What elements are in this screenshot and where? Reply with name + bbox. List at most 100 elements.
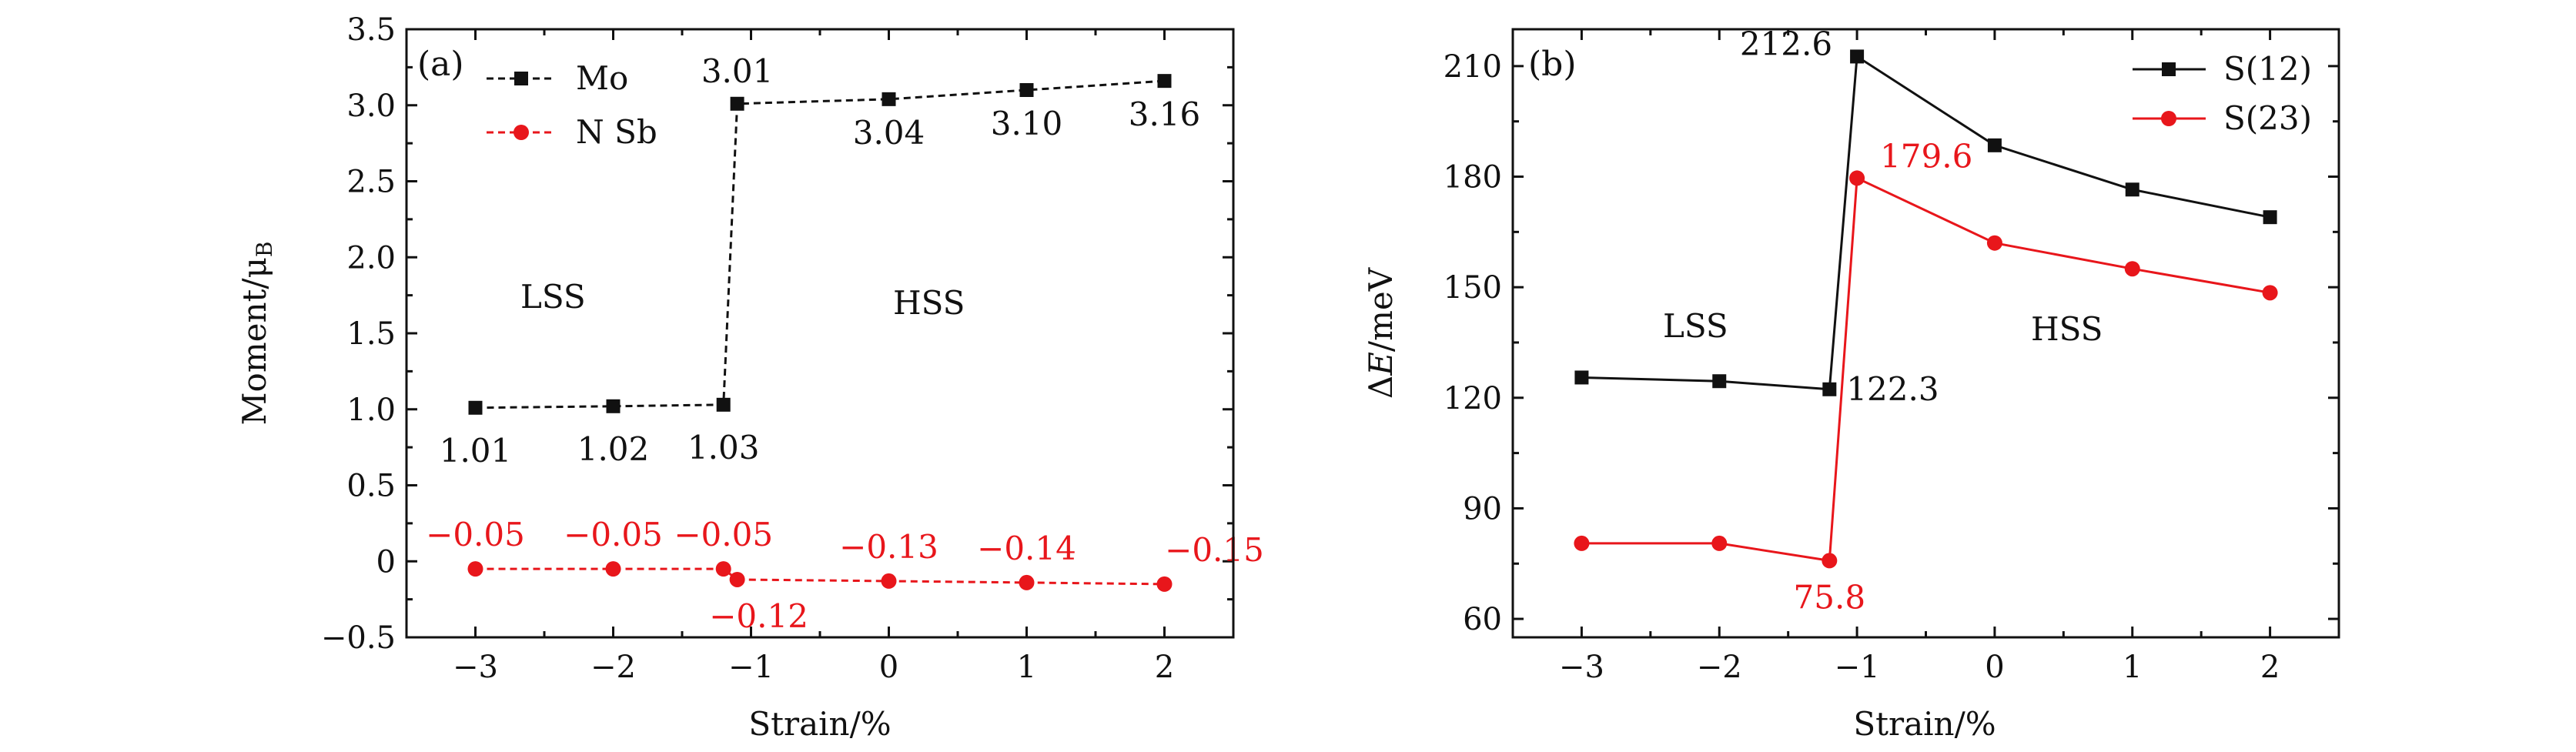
data-point bbox=[468, 400, 483, 415]
data-label: 179.6 bbox=[1880, 137, 1972, 175]
panel-a-markers bbox=[467, 74, 1173, 592]
x-tick-label: 2 bbox=[2260, 650, 2280, 685]
data-point bbox=[729, 571, 745, 587]
panel-a-chart: −3 −2 −1 0 1 2 −0.5 0 0.5 1.0 1.5 2.0 2.5 3.0 3.5 1.01… bbox=[236, 12, 1264, 743]
data-point bbox=[606, 399, 621, 413]
x-tick-label: 1 bbox=[2123, 650, 2142, 685]
data-point bbox=[1574, 535, 1590, 551]
data-point bbox=[605, 561, 621, 577]
data-label: 3.01 bbox=[701, 52, 774, 90]
panel-b-annotation-lss: LSS bbox=[1663, 307, 1728, 345]
data-point bbox=[1987, 138, 2002, 152]
x-tick-label: 2 bbox=[1155, 650, 1174, 685]
data-label: 3.04 bbox=[853, 114, 925, 152]
y-tick-label: −0.5 bbox=[321, 620, 396, 656]
x-tick-label: −3 bbox=[1559, 650, 1604, 685]
y-tick-label: 0.5 bbox=[346, 469, 396, 504]
x-tick-label: −1 bbox=[1835, 650, 1880, 685]
data-point bbox=[2124, 261, 2140, 277]
panel-a-series-lines bbox=[475, 79, 1165, 586]
data-label: 3.10 bbox=[991, 105, 1063, 142]
data-point bbox=[1712, 374, 1727, 389]
data-label: −0.13 bbox=[839, 528, 938, 566]
panel-a-xlabel: Strain/% bbox=[748, 705, 891, 743]
data-point bbox=[1849, 170, 1865, 186]
data-label: 122.3 bbox=[1846, 370, 1939, 408]
legend-mo-marker bbox=[514, 72, 528, 85]
data-point bbox=[715, 561, 731, 577]
panel-b-ylabel-group: ΔE/meV bbox=[1362, 267, 1400, 399]
data-label: 212.6 bbox=[1740, 25, 1832, 62]
data-point bbox=[1986, 235, 2002, 251]
legend-mo-label: Mo bbox=[576, 59, 628, 97]
data-point bbox=[881, 573, 897, 589]
data-point bbox=[2125, 182, 2139, 197]
data-point bbox=[1850, 49, 1865, 64]
legend-s12-label: S(12) bbox=[2223, 50, 2312, 88]
legend-nsb-marker bbox=[514, 125, 529, 140]
panel-b-chart: −3 −2 −1 0 1 2 60 90 120 150 180 210 122.3 212.6 75.8… bbox=[1362, 25, 2340, 743]
panel-a-legend: Mo N Sb bbox=[487, 59, 657, 151]
y-tick-label: 3.5 bbox=[346, 12, 396, 48]
data-point bbox=[1019, 83, 1034, 97]
y-tick-label: 2.5 bbox=[346, 165, 396, 200]
y-tick-label: 2.0 bbox=[346, 240, 396, 276]
x-tick-label: 0 bbox=[879, 650, 898, 685]
y-tick-label: 210 bbox=[1444, 49, 1502, 85]
data-label: −0.14 bbox=[977, 530, 1076, 567]
x-tick-label: −1 bbox=[728, 650, 774, 685]
data-label: 1.03 bbox=[687, 429, 760, 466]
y-tick-label: 1.0 bbox=[346, 393, 396, 428]
data-point bbox=[1822, 382, 1837, 396]
panel-b-legend: S(12) S(23) bbox=[2133, 50, 2312, 137]
panel-a-ylabel-group: Moment/μB bbox=[236, 242, 277, 426]
data-point bbox=[1019, 574, 1035, 590]
panel-a-label: (a) bbox=[417, 45, 464, 84]
panel-b-label: (b) bbox=[1528, 45, 1577, 84]
y-tick-label: 60 bbox=[1463, 602, 1502, 637]
series-line-2 bbox=[475, 567, 1165, 586]
panel-b-markers bbox=[1574, 49, 2278, 569]
data-label: −0.15 bbox=[1165, 531, 1264, 569]
data-point bbox=[1574, 370, 1589, 385]
panel-a-plot-frame bbox=[405, 28, 1235, 639]
data-point bbox=[1156, 576, 1173, 592]
panel-a-ylabel: Moment/μB bbox=[236, 242, 277, 426]
panel-a-annotation-lss: LSS bbox=[520, 278, 586, 316]
y-tick-label: 120 bbox=[1444, 381, 1502, 416]
panel-a-ylabel-main: Moment/μ bbox=[236, 257, 273, 425]
panel-b-ylabel: ΔE/meV bbox=[1362, 267, 1400, 399]
panel-a-data-labels: 1.01 1.02 1.03 3.01 3.04 3.10 3.16 −0.05 −0.05 −0… bbox=[426, 52, 1264, 635]
x-tick-label: −2 bbox=[1697, 650, 1742, 685]
legend-s12-marker bbox=[2162, 62, 2176, 76]
x-tick-label: 0 bbox=[1985, 650, 2004, 685]
panel-b-plot-frame bbox=[1511, 28, 2340, 639]
y-tick-label: 0 bbox=[376, 544, 396, 580]
panel-b-annotation-hss: HSS bbox=[2031, 310, 2103, 348]
y-tick-label: 90 bbox=[1463, 491, 1502, 526]
data-point bbox=[730, 96, 744, 111]
x-tick-label: −3 bbox=[453, 650, 498, 685]
legend-nsb-label: N Sb bbox=[576, 113, 657, 151]
data-label: 1.01 bbox=[440, 432, 512, 470]
y-tick-label: 150 bbox=[1444, 270, 1502, 306]
data-label: 1.02 bbox=[577, 430, 650, 468]
data-point bbox=[467, 561, 483, 577]
data-point bbox=[1157, 74, 1172, 89]
x-tick-label: −2 bbox=[590, 650, 636, 685]
y-tick-label: 1.5 bbox=[346, 316, 396, 352]
y-tick-label: 180 bbox=[1444, 160, 1502, 196]
data-point bbox=[2263, 210, 2277, 225]
panel-a-ticks: −3 −2 −1 0 1 2 −0.5 0 0.5 1.0 1.5 2.0 2.5 3.0 3.5 bbox=[321, 12, 1233, 685]
y-tick-label: 3.0 bbox=[346, 89, 396, 124]
panel-b-ticks: −3 −2 −1 0 1 2 60 90 120 150 180 210 bbox=[1444, 29, 2339, 685]
legend-s23-marker bbox=[2161, 111, 2176, 126]
panel-b-data-labels: 122.3 212.6 75.8 179.6 bbox=[1740, 25, 1973, 616]
data-label: 75.8 bbox=[1794, 578, 1866, 616]
data-point bbox=[1711, 535, 1728, 551]
data-label: −0.05 bbox=[674, 516, 773, 553]
panel-b-xlabel: Strain/% bbox=[1853, 705, 1996, 743]
data-label: 3.16 bbox=[1129, 95, 1201, 133]
data-point bbox=[1822, 553, 1838, 569]
